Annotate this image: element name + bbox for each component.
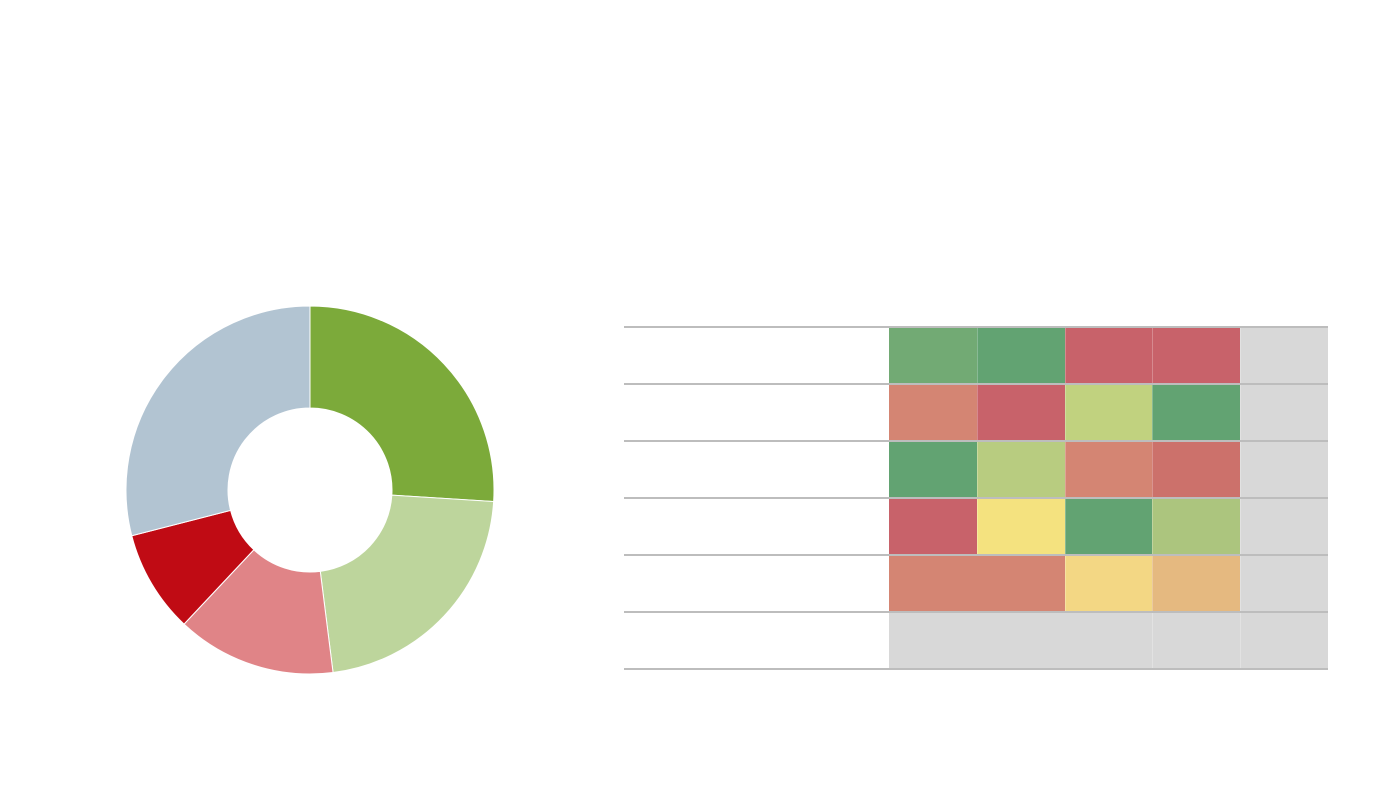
- heatmap-cell-r4-c2: [977, 499, 1065, 555]
- heatmap-cell-r6-c5: [1240, 613, 1328, 669]
- heatmap-cell-r1-c1: [889, 328, 977, 384]
- row-divider: [624, 668, 1328, 670]
- heatmap-cell-r2-c5: [1240, 385, 1328, 441]
- heatmap-cell-r1-c4: [1152, 328, 1240, 384]
- row-divider: [624, 611, 1328, 613]
- heatmap-cell-r2-c1: [889, 385, 977, 441]
- heatmap-cell-r4-c3: [1065, 499, 1152, 555]
- heatmap-cell-r2-c2: [977, 385, 1065, 441]
- heatmap-cell-r3-c2: [977, 442, 1065, 498]
- donut-slice-3: [183, 549, 334, 675]
- heatmap-cell-r5-c4: [1152, 556, 1240, 612]
- heatmap-cell-r3-c1: [889, 442, 977, 498]
- heatmap-cell-r5-c1: [889, 556, 1065, 612]
- heatmap-table: [624, 326, 1328, 670]
- row-divider: [624, 554, 1328, 556]
- heatmap-cell-r1-c2: [977, 328, 1065, 384]
- heatmap-cell-r2-c4: [1152, 385, 1240, 441]
- heatmap-cell-r1-c3: [1065, 328, 1152, 384]
- heatmap-cell-r6-c1: [889, 613, 1152, 669]
- heatmap-cell-r4-c4: [1152, 499, 1240, 555]
- row-divider: [624, 440, 1328, 442]
- heatmap-cell-r3-c5: [1240, 442, 1328, 498]
- heatmap-cell-r4-c1: [889, 499, 977, 555]
- heatmap-cell-r4-c5: [1240, 499, 1328, 555]
- donut-chart: [125, 305, 495, 675]
- heatmap-cell-r3-c4: [1152, 442, 1240, 498]
- donut-slice-2: [319, 494, 495, 674]
- donut-slice-1: [309, 305, 495, 503]
- heatmap-cell-r2-c3: [1065, 385, 1152, 441]
- heatmap-cell-r5-c3: [1065, 556, 1152, 612]
- row-divider: [624, 497, 1328, 499]
- donut-slice-5: [125, 305, 311, 537]
- row-divider: [624, 326, 1328, 328]
- row-divider: [624, 383, 1328, 385]
- heatmap-cell-r3-c3: [1065, 442, 1152, 498]
- heatmap-cell-r5-c5: [1240, 556, 1328, 612]
- heatmap-cell-r6-c4: [1152, 613, 1240, 669]
- heatmap-cell-r1-c5: [1240, 328, 1328, 384]
